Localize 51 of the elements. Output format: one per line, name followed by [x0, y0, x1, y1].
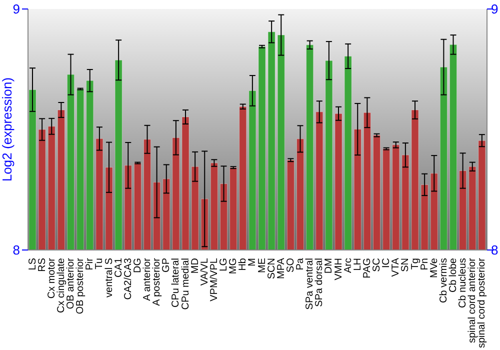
x-tick-label: LS	[27, 258, 38, 270]
x-tick-label: VA/VL	[199, 258, 210, 286]
x-tick-label: Pn	[419, 258, 430, 270]
y-axis-title: Log2 (expression)	[0, 77, 15, 182]
x-tick-label: LH	[352, 258, 364, 271]
x-tick-label: ventral S	[104, 258, 115, 298]
x-tick-label: SPa dorsal	[314, 258, 326, 307]
x-tick-label: SC	[372, 258, 383, 272]
x-tick-label: MD	[190, 258, 201, 274]
x-tick-label: CA2/CA3	[122, 258, 134, 300]
x-tick-label: SPa ventral	[304, 258, 316, 310]
x-tick-label: RS	[36, 258, 48, 272]
x-tick-label: GP	[161, 258, 172, 272]
x-tick-label: SN	[400, 258, 412, 272]
x-tick-label: Tu	[94, 258, 106, 270]
x-tick-label: LG	[218, 258, 230, 272]
x-tick-label: IC	[381, 258, 392, 268]
x-tick-label: OB anterior	[66, 257, 77, 310]
x-tick-label: MPA	[276, 258, 287, 279]
x-tick-label: spinal cord posterior	[476, 257, 488, 348]
x-tick-label: SO	[285, 258, 296, 272]
x-tick-label: MG	[228, 258, 240, 274]
x-tick-label: CPu medial	[180, 258, 192, 310]
x-tick-label: Pir	[84, 257, 96, 270]
x-tick-label: M	[247, 258, 258, 266]
x-tick-label: PAG	[362, 258, 373, 278]
x-tick-label: Pa	[295, 258, 306, 270]
x-tick-label: CA1	[113, 258, 124, 278]
x-tick-label: Cb nucleus	[458, 258, 469, 308]
x-tick-label: Cx cingulate	[56, 258, 67, 314]
x-tick-label: A anterior	[142, 257, 154, 301]
x-tick-label: A posterior	[152, 257, 163, 306]
x-tick-label: CPu lateral	[170, 258, 182, 308]
x-tick-label: Cb lobe	[448, 258, 460, 292]
x-tick-label: ME	[256, 258, 268, 273]
x-tick-label: Hb	[238, 258, 249, 271]
x-tick-label: spinal cord anterior	[467, 257, 478, 344]
x-tick-label: MVe	[428, 258, 440, 278]
x-tick-label: DG	[132, 258, 144, 273]
x-tick-label: OB posterior	[75, 257, 86, 314]
x-tick-label: Tg	[410, 258, 421, 270]
x-tick-label: VTA	[390, 258, 402, 277]
x-tick-label: Cx motor	[46, 257, 58, 299]
y2-tick-label: 8	[491, 242, 498, 258]
x-tick-label: VMH	[333, 258, 344, 280]
x-tick-label: DM	[324, 258, 335, 274]
x-tick-label: VPM/VPL	[208, 258, 220, 302]
x-tick-label: Arc	[342, 258, 354, 273]
x-tick-label: SCN	[266, 258, 278, 280]
y2-tick-label: 9	[491, 2, 498, 17]
x-tick-label: Cb vermis	[438, 258, 450, 304]
